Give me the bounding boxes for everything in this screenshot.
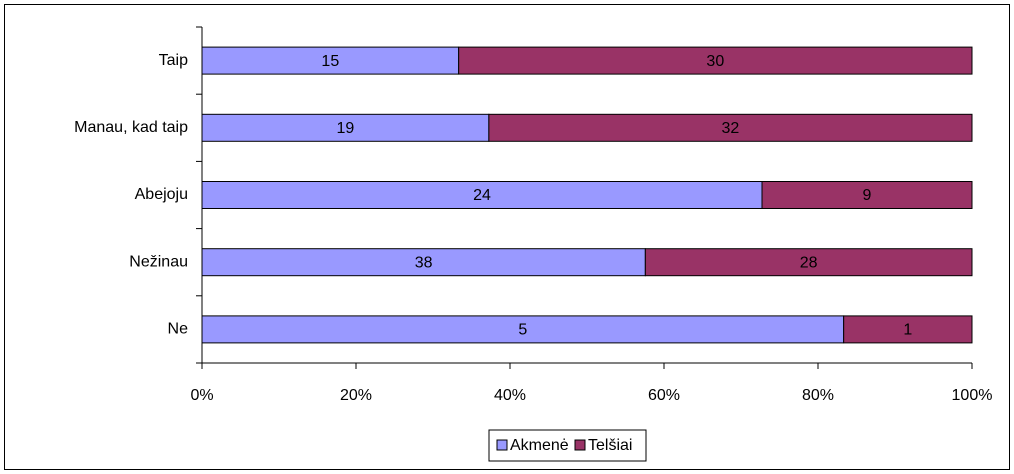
x-tick-label: 20%	[340, 387, 372, 404]
data-label: 5	[518, 322, 527, 339]
bar-segment	[843, 315, 973, 344]
legend-label: Telšiai	[588, 437, 632, 454]
legend-swatch	[496, 439, 508, 451]
chart-frame	[4, 4, 1010, 470]
data-label: 1	[903, 322, 912, 339]
x-tick-label: 100%	[952, 387, 993, 404]
bar-segment	[458, 46, 973, 75]
bar-segment	[488, 113, 973, 142]
legend: Akmenė Telšiai	[488, 429, 647, 462]
x-tick-label: 40%	[494, 387, 526, 404]
y-tick-label: Manau, kad taip	[74, 119, 188, 136]
x-tick-label: 60%	[648, 387, 680, 404]
legend-swatch	[574, 439, 586, 451]
legend-label: Akmenė	[510, 437, 569, 454]
x-tick-label: 80%	[802, 387, 834, 404]
y-tick-label: Taip	[159, 52, 188, 69]
bar-segment	[761, 181, 973, 209]
bar-segment	[644, 248, 973, 277]
bar-segment	[201, 46, 460, 75]
data-label: 30	[706, 53, 724, 70]
bar-segment	[201, 315, 845, 344]
legend-box	[488, 429, 647, 462]
y-tick-label: Nežinau	[129, 253, 188, 270]
bar-segment	[201, 181, 763, 209]
data-label: 28	[800, 254, 818, 271]
y-tick-label: Ne	[168, 321, 189, 338]
data-label: 9	[863, 187, 872, 204]
data-label: 38	[415, 254, 433, 271]
data-label: 24	[473, 187, 491, 204]
y-tick-label: Abejoju	[135, 186, 188, 203]
data-label: 15	[321, 53, 339, 70]
data-label: 32	[722, 120, 740, 137]
data-label: 19	[337, 120, 355, 137]
x-tick-label: 0%	[190, 387, 213, 404]
